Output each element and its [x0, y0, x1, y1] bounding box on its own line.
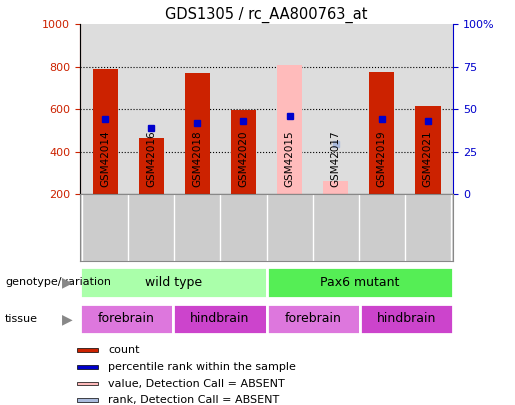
Text: forebrain: forebrain: [285, 312, 341, 326]
Bar: [173, 304, 267, 334]
Bar: [277, 65, 302, 194]
Bar: [80, 304, 173, 334]
Text: wild type: wild type: [145, 276, 202, 289]
Bar: [185, 73, 210, 194]
Bar: [93, 69, 118, 194]
Text: rank, Detection Call = ABSENT: rank, Detection Call = ABSENT: [108, 395, 279, 405]
Text: hindbrain: hindbrain: [377, 312, 436, 326]
Bar: [77, 348, 98, 352]
Bar: [77, 365, 98, 369]
Bar: [267, 267, 453, 298]
Bar: [139, 138, 164, 194]
Bar: [267, 304, 360, 334]
Text: ▶: ▶: [62, 275, 72, 290]
Text: count: count: [108, 345, 140, 355]
Bar: [80, 267, 267, 298]
Bar: [77, 399, 98, 402]
Bar: [77, 382, 98, 386]
Text: forebrain: forebrain: [98, 312, 155, 326]
Bar: [323, 181, 348, 194]
Text: ▶: ▶: [62, 312, 72, 326]
Bar: [369, 72, 394, 194]
Bar: [415, 106, 440, 194]
Text: genotype/variation: genotype/variation: [5, 277, 111, 288]
Text: hindbrain: hindbrain: [190, 312, 250, 326]
Bar: [231, 111, 256, 194]
Bar: [360, 304, 453, 334]
Title: GDS1305 / rc_AA800763_at: GDS1305 / rc_AA800763_at: [165, 7, 368, 23]
Text: Pax6 mutant: Pax6 mutant: [320, 276, 400, 289]
Text: tissue: tissue: [5, 314, 38, 324]
Text: value, Detection Call = ABSENT: value, Detection Call = ABSENT: [108, 379, 285, 389]
Text: percentile rank within the sample: percentile rank within the sample: [108, 362, 296, 372]
